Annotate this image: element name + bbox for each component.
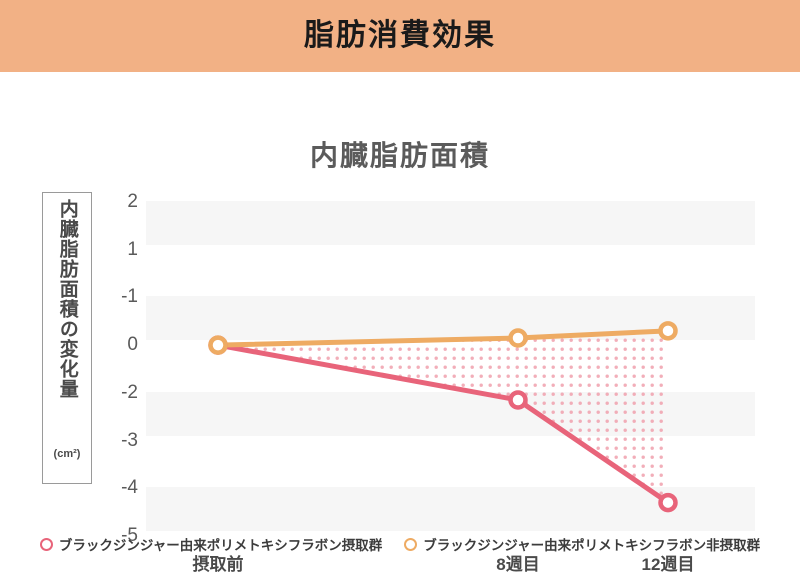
chart-plot-svg: [208, 321, 678, 513]
legend-item-label: ブラックジンジャー由来ポリメトキシフラボン摂取群: [58, 538, 383, 553]
y-tick-label: -4: [121, 477, 138, 499]
series-markers: [208, 321, 678, 513]
legend-item[interactable]: ブラックジンジャー由来ポリメトキシフラボン摂取群: [39, 534, 383, 554]
legend-item-label: ブラックジンジャー由来ポリメトキシフラボン非摂取群: [423, 538, 761, 553]
chart-title: 内臓脂肪面積: [309, 140, 490, 171]
x-tick-label: 8週目: [496, 555, 540, 574]
y-tick-label: -3: [121, 429, 138, 451]
y-tick-label: -1: [121, 286, 138, 308]
y-axis-title-box: 内臓脂肪面積の変化量 (cm²): [42, 192, 92, 484]
y-axis-title-label: 内臓脂肪面積の変化量: [56, 199, 78, 399]
y-tick-label: 1: [127, 238, 138, 260]
page-header-band: 脂肪消費効果: [0, 0, 800, 72]
y-tick-label: -5: [121, 525, 138, 546]
legend-circle-icon: [39, 537, 53, 551]
data-point-marker[interactable]: [208, 335, 228, 355]
y-tick-label: -2: [121, 381, 138, 403]
data-point-marker[interactable]: [658, 492, 678, 513]
data-point-marker[interactable]: [508, 390, 528, 410]
x-tick-label: 摂取前: [192, 555, 244, 574]
dotted-area-fill: [218, 330, 668, 503]
data-point-marker[interactable]: [658, 321, 678, 341]
chart-card: 内臓脂肪面積 内臓脂肪面積の変化量 (cm²) 2 1 -1 0 -2 -3 -4 -5 摂取…: [0, 72, 800, 588]
x-tick-label: 12週目: [641, 555, 695, 574]
y-tick-label: 2: [127, 191, 138, 212]
legend-circle-icon: [404, 537, 418, 551]
y-axis-unit-label: (cm²): [53, 448, 81, 460]
chart-legend: ブラックジンジャー由来ポリメトキシフラボン摂取群 ブラックジンジャー由来ポリメトキ…: [0, 534, 800, 554]
legend-item[interactable]: ブラックジンジャー由来ポリメトキシフラボン非摂取群: [404, 534, 760, 554]
data-point-marker[interactable]: [508, 328, 528, 348]
y-tick-label: 0: [127, 334, 138, 356]
page-title: 脂肪消費効果: [304, 19, 496, 52]
area-fill-between-series: [218, 330, 668, 503]
plot-area: 2 1 -1 0 -2 -3 -4 -5 摂取前 8週目 12週目: [121, 191, 755, 574]
grid-band: [146, 201, 755, 245]
